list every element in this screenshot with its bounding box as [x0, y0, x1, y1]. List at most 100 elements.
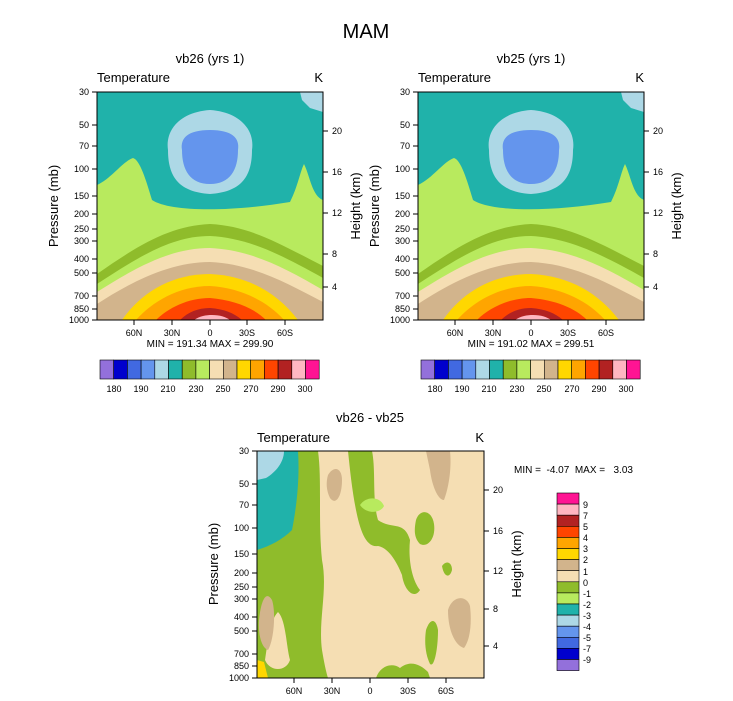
colorbar-label: -4	[583, 622, 591, 632]
panel-vb25: vb25 (yrs 1) Temperature K 30 50	[367, 51, 684, 394]
colorbar-label: 7	[583, 511, 588, 521]
colorbar-swatch	[556, 614, 580, 627]
y-tick-label: 1000	[390, 315, 410, 325]
colorbar-swatch	[236, 359, 251, 380]
colorbar-swatch	[264, 359, 279, 380]
units-label: K	[635, 70, 644, 85]
colorbar-swatch	[277, 359, 293, 380]
units-label: K	[314, 70, 323, 85]
height-tick-label: 8	[332, 249, 337, 259]
colorbar-swatch	[556, 625, 580, 638]
contour-band-210-corner	[621, 92, 644, 112]
colorbar-swatch	[420, 359, 435, 380]
y-tick-label: 150	[234, 549, 249, 559]
x-tick-label: 30S	[239, 328, 255, 338]
colorbar-swatch	[516, 359, 531, 380]
x-tick-label: 30N	[164, 328, 181, 338]
colorbar: 180 190 210 230 250 270 290 300	[99, 359, 320, 394]
y-tick-label: 200	[395, 209, 410, 219]
colorbar-swatch	[489, 359, 504, 380]
colorbar-swatch	[181, 359, 197, 380]
colorbar-swatch	[223, 359, 238, 380]
y-tick-group: 30 50 70 100 150 200 250 300 400 500	[69, 87, 97, 325]
x-tick-label: 0	[367, 686, 372, 696]
contour-band-pos1-lower	[448, 598, 471, 648]
colorbar-label: 180	[427, 384, 442, 394]
y-tick-label: 30	[79, 87, 89, 97]
colorbar-swatch	[556, 503, 580, 516]
y-tick-label: 1000	[229, 673, 249, 683]
y-tick-label: 30	[400, 87, 410, 97]
colorbar-swatch	[530, 359, 545, 380]
height-tick-label: 16	[653, 167, 663, 177]
field-label: Temperature	[418, 70, 491, 85]
y-tick-label: 850	[395, 304, 410, 314]
y-tick-label: 70	[239, 500, 249, 510]
colorbar-swatch	[434, 359, 449, 380]
x-tick-label: 30S	[560, 328, 576, 338]
contour-band-pos2	[257, 660, 268, 678]
y-tick-label: 300	[74, 236, 89, 246]
y-tick-label: 850	[234, 661, 249, 671]
colorbar-swatch	[461, 359, 477, 380]
colorbar-swatch	[154, 359, 169, 380]
page-title: MAM	[343, 21, 390, 43]
contour-field	[257, 451, 484, 678]
height-axis-title: Height (km)	[669, 172, 684, 239]
height-tick-label: 16	[332, 167, 342, 177]
colorbar-label: -1	[583, 589, 591, 599]
height-tick-label: 20	[493, 485, 503, 495]
x-axis: 60N 30N 0 30S 60S	[126, 320, 293, 338]
y-axis-pressure: 30 50 70 100 150 200 250 300 400 500	[46, 87, 97, 325]
contour-band-200-core	[502, 130, 560, 184]
y-tick-label: 1000	[69, 315, 89, 325]
y-axis-height: 20 16 12 8 4 Height (km)	[323, 126, 363, 292]
colorbar-swatch	[612, 359, 627, 380]
y-axis-pressure: 30 50 70 100 150 200 250 300 400 500 700…	[206, 446, 257, 683]
colorbar-swatch	[556, 648, 580, 660]
x-tick-label: 30S	[400, 686, 416, 696]
height-axis-title: Height (km)	[348, 172, 363, 239]
y-tick-label: 400	[74, 254, 89, 264]
colorbar-label: 250	[215, 384, 230, 394]
height-tick-label: 8	[653, 249, 658, 259]
height-tick-label: 12	[653, 208, 663, 218]
y-tick-label: 70	[400, 141, 410, 151]
panel-title: vb26 (yrs 1)	[176, 51, 245, 66]
colorbar-swatch	[127, 359, 142, 380]
colorbar-swatch	[168, 359, 183, 380]
x-tick-label: 0	[528, 328, 533, 338]
height-tick-label: 4	[653, 282, 658, 292]
x-tick-label: 60S	[438, 686, 454, 696]
y-axis-title: Pressure (mb)	[46, 165, 61, 247]
y-axis-pressure: 30 50 70 100 150 200 250 300 400 500 700…	[367, 87, 418, 325]
colorbar-label: 300	[618, 384, 633, 394]
contour-band-0-island	[360, 498, 384, 512]
contour-band-300	[515, 315, 551, 320]
stats-label: MIN = 191.02 MAX = 299.51	[468, 339, 595, 350]
colorbar-swatch	[556, 636, 580, 649]
colorbar-label: 250	[536, 384, 551, 394]
y-tick-label: 500	[74, 268, 89, 278]
colorbar-swatch	[543, 359, 559, 380]
colorbar-vertical: 9 7 5 4 3 2 1 0 -1 -2 -3 -4 -5 -7 -9	[556, 492, 591, 671]
colorbar-swatch	[291, 359, 306, 380]
contour-band-300	[194, 315, 230, 320]
colorbar-label: -5	[583, 633, 591, 643]
height-tick-label: 8	[493, 604, 498, 614]
colorbar-label: -3	[583, 611, 591, 621]
colorbar-label: 230	[188, 384, 203, 394]
colorbar-swatch	[556, 492, 580, 505]
x-axis: 60N 30N 0 30S 60S	[286, 678, 454, 696]
colorbar-label: 210	[160, 384, 175, 394]
colorbar-swatch	[448, 359, 463, 380]
colorbar-label: 270	[564, 384, 579, 394]
colorbar-swatch	[557, 359, 572, 380]
colorbar-swatch	[250, 359, 265, 380]
x-tick-label: 60N	[126, 328, 143, 338]
colorbar-swatch	[556, 570, 580, 583]
colorbar-swatch	[305, 359, 320, 380]
colorbar-label: 190	[133, 384, 148, 394]
colorbar-swatch	[556, 603, 580, 616]
